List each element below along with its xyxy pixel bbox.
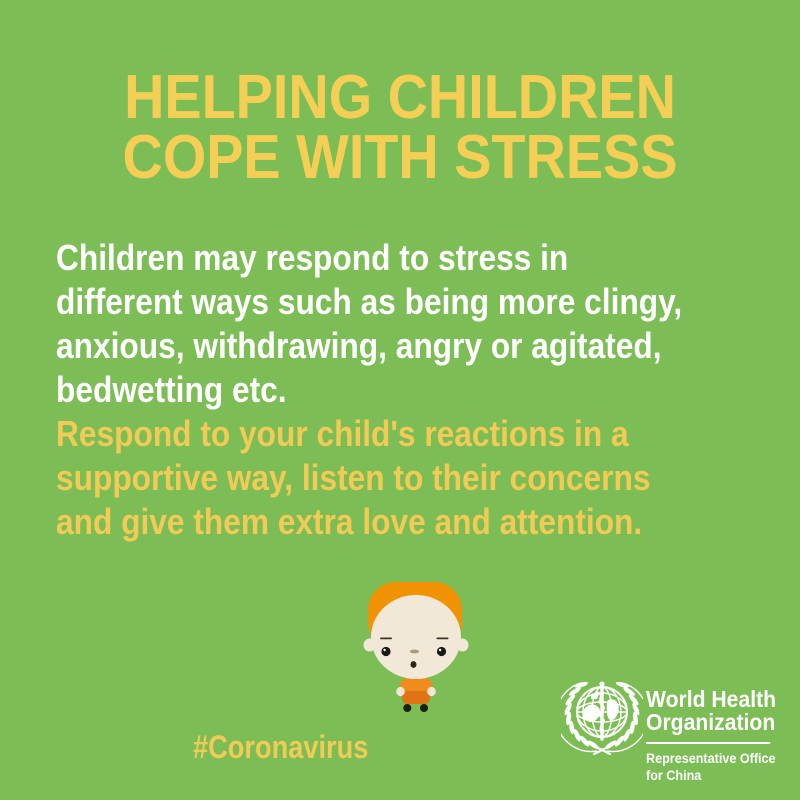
child-nose: [409, 649, 420, 654]
who-emblem-icon: [561, 681, 643, 756]
child-face: [371, 595, 461, 679]
laurel-wreath: [561, 681, 643, 756]
child-eye: [381, 646, 391, 657]
globe-continents: [582, 693, 619, 722]
body-line: anxious, withdrawing, angry or agitated,: [56, 325, 662, 366]
child-hand: [427, 686, 436, 697]
wreath-base: [592, 744, 612, 756]
child-eyebrow: [436, 637, 449, 640]
child-foot: [420, 704, 428, 712]
who-office-line-2: for China: [646, 766, 702, 783]
laurel-branch-right: [605, 681, 643, 753]
advice-line: and give them extra love and attention.: [56, 501, 643, 542]
page-title: HELPING CHILDREN COPE WITH STRESS: [40, 63, 760, 192]
hashtag-label: #Coronavirus: [193, 729, 369, 765]
child-hand: [396, 686, 405, 697]
body-text: Children may respond to stress in differ…: [56, 236, 800, 544]
eye-glint: [438, 648, 442, 652]
who-office-line-1: Representative Office: [646, 750, 776, 766]
body-line: different ways such as being more clingy…: [56, 281, 683, 322]
title-line-2: COPE WITH STRESS: [122, 123, 678, 192]
title-line-1: HELPING CHILDREN: [124, 63, 676, 132]
child-mouth: [410, 661, 417, 668]
advice-line: supportive way, listen to their concerns: [56, 457, 651, 498]
who-logo-text: World Health Organization Representative…: [646, 686, 777, 783]
child-foot: [403, 704, 412, 712]
rod-of-asclepius-icon: [596, 681, 605, 741]
child-shorts: [402, 691, 430, 704]
body-line: bedwetting etc.: [56, 369, 287, 410]
who-office: Representative Office for China: [646, 750, 776, 783]
who-name: World Health Organization: [646, 686, 777, 735]
who-name-line-1: World Health: [646, 686, 777, 712]
body-line: Children may respond to stress in: [56, 237, 569, 278]
who-divider: [646, 742, 771, 744]
child-eye: [436, 646, 447, 657]
eye-glint: [383, 648, 386, 652]
who-name-line-2: Organization: [646, 709, 776, 735]
child-eyebrow: [380, 637, 392, 640]
child-illustration: [363, 582, 469, 712]
advice-line: Respond to your child's reactions in a: [56, 413, 629, 454]
who-logo: World Health Organization Representative…: [561, 677, 800, 787]
